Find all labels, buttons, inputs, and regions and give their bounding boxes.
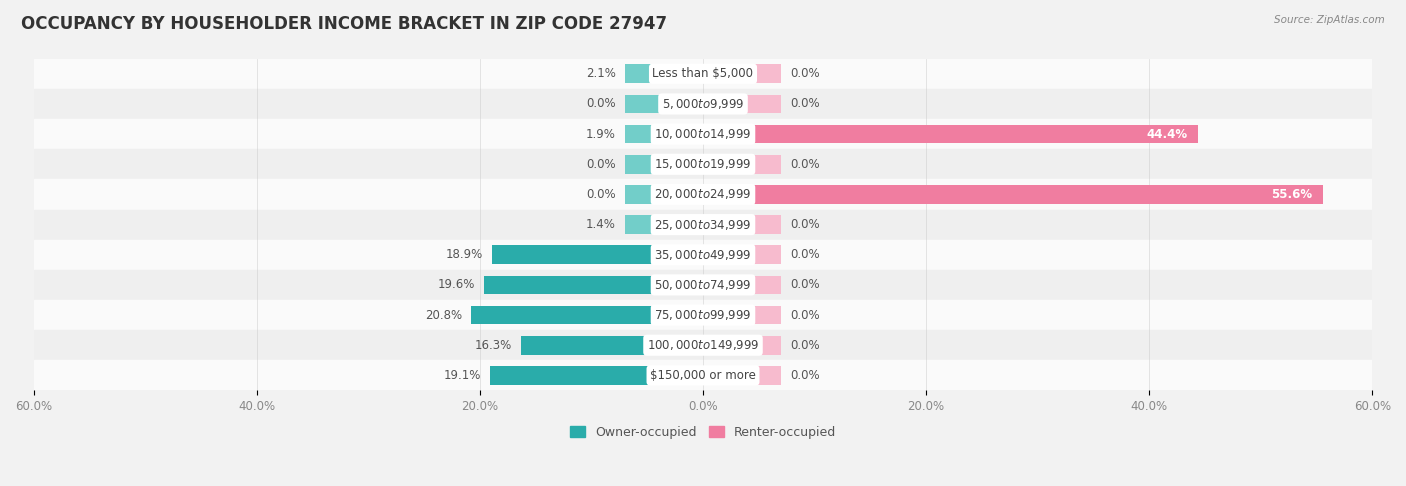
Bar (703, 366, 782, 385)
Text: $10,000 to $14,999: $10,000 to $14,999 (654, 127, 752, 141)
Text: 19.1%: 19.1% (444, 369, 481, 382)
Bar (624, 215, 703, 234)
Text: 2.1%: 2.1% (586, 68, 616, 80)
Bar (34, 59, 1372, 89)
Text: OCCUPANCY BY HOUSEHOLDER INCOME BRACKET IN ZIP CODE 27947: OCCUPANCY BY HOUSEHOLDER INCOME BRACKET … (21, 15, 668, 33)
Text: 16.3%: 16.3% (475, 339, 512, 352)
Text: $5,000 to $9,999: $5,000 to $9,999 (662, 97, 744, 111)
Bar (492, 245, 703, 264)
Bar (624, 185, 703, 204)
Text: 1.9%: 1.9% (586, 128, 616, 140)
Bar (489, 366, 703, 385)
Text: $75,000 to $99,999: $75,000 to $99,999 (654, 308, 752, 322)
Bar (624, 155, 703, 174)
Bar (34, 149, 1372, 179)
Text: 44.4%: 44.4% (1146, 128, 1187, 140)
Text: Less than $5,000: Less than $5,000 (652, 68, 754, 80)
Bar (703, 125, 1198, 143)
Bar (484, 276, 703, 294)
Text: 0.0%: 0.0% (790, 68, 820, 80)
Text: $150,000 or more: $150,000 or more (650, 369, 756, 382)
Text: 0.0%: 0.0% (790, 309, 820, 322)
Bar (703, 245, 782, 264)
Bar (34, 119, 1372, 149)
Bar (624, 125, 703, 143)
Text: $25,000 to $34,999: $25,000 to $34,999 (654, 218, 752, 232)
Text: $50,000 to $74,999: $50,000 to $74,999 (654, 278, 752, 292)
Bar (703, 276, 782, 294)
Text: $20,000 to $24,999: $20,000 to $24,999 (654, 188, 752, 201)
Bar (34, 179, 1372, 209)
Text: 0.0%: 0.0% (790, 369, 820, 382)
Bar (34, 330, 1372, 360)
Bar (703, 215, 782, 234)
Legend: Owner-occupied, Renter-occupied: Owner-occupied, Renter-occupied (565, 421, 841, 444)
Bar (703, 95, 782, 113)
Bar (703, 155, 782, 174)
Bar (703, 65, 782, 83)
Bar (624, 65, 703, 83)
Bar (34, 240, 1372, 270)
Text: 19.6%: 19.6% (439, 278, 475, 292)
Text: 0.0%: 0.0% (790, 248, 820, 261)
Bar (34, 89, 1372, 119)
Bar (624, 95, 703, 113)
Text: 18.9%: 18.9% (446, 248, 484, 261)
Text: 0.0%: 0.0% (790, 158, 820, 171)
Text: $35,000 to $49,999: $35,000 to $49,999 (654, 248, 752, 262)
Bar (34, 300, 1372, 330)
Bar (703, 306, 782, 325)
Bar (34, 270, 1372, 300)
Bar (703, 336, 782, 355)
Text: 0.0%: 0.0% (586, 158, 616, 171)
Bar (703, 185, 1323, 204)
Text: $100,000 to $149,999: $100,000 to $149,999 (647, 338, 759, 352)
Text: 0.0%: 0.0% (790, 278, 820, 292)
Text: 1.4%: 1.4% (586, 218, 616, 231)
Bar (522, 336, 703, 355)
Bar (471, 306, 703, 325)
Text: 0.0%: 0.0% (790, 339, 820, 352)
Text: $15,000 to $19,999: $15,000 to $19,999 (654, 157, 752, 171)
Text: 55.6%: 55.6% (1271, 188, 1312, 201)
Bar (34, 209, 1372, 240)
Text: 0.0%: 0.0% (586, 188, 616, 201)
Text: 0.0%: 0.0% (790, 98, 820, 110)
Text: 0.0%: 0.0% (586, 98, 616, 110)
Text: 20.8%: 20.8% (425, 309, 463, 322)
Text: 0.0%: 0.0% (790, 218, 820, 231)
Bar (34, 360, 1372, 390)
Text: Source: ZipAtlas.com: Source: ZipAtlas.com (1274, 15, 1385, 25)
